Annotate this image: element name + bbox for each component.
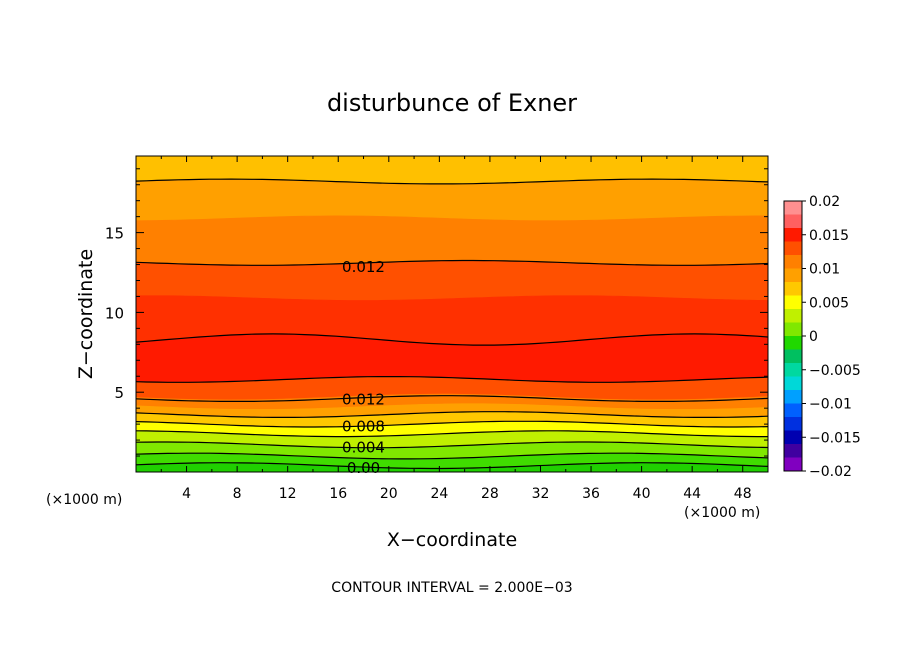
contour-interval-note: CONTOUR INTERVAL = 2.000E−03 bbox=[331, 580, 572, 596]
y-tick-label-0: 5 bbox=[114, 384, 124, 402]
colorbar-swatch-5 bbox=[784, 268, 802, 283]
colorbar-swatch-15 bbox=[784, 403, 802, 418]
contour-line-0 bbox=[136, 178, 768, 185]
y-tick-label-1: 10 bbox=[105, 304, 124, 322]
x-unit-label: (×1000 m) bbox=[684, 505, 760, 521]
plot-frame bbox=[135, 155, 769, 473]
colorbar-swatch-13 bbox=[784, 376, 802, 391]
contour-line-2 bbox=[136, 333, 768, 346]
colorbar-swatch-14 bbox=[784, 390, 802, 404]
y-unit-label: (×1000 m) bbox=[46, 492, 122, 508]
contour-label-3: 0.004 bbox=[342, 438, 385, 456]
colorbar-label-0: 0.02 bbox=[809, 194, 840, 210]
contour-label-1: 0.012 bbox=[342, 391, 385, 409]
colorbar-swatch-0 bbox=[784, 201, 802, 215]
x-tick-label-11: 48 bbox=[734, 486, 752, 502]
contour-band-1 bbox=[136, 178, 768, 221]
x-tick-label-4: 20 bbox=[380, 486, 398, 502]
colorbar-label-7: −0.015 bbox=[809, 430, 861, 446]
colorbar-swatch-19 bbox=[784, 457, 802, 472]
x-axis-label: X−coordinate bbox=[387, 529, 517, 551]
colorbar-swatch-4 bbox=[784, 255, 802, 269]
colorbar-swatch-9 bbox=[784, 322, 802, 337]
colorbar-swatch-1 bbox=[784, 214, 802, 229]
x-tick-label-9: 40 bbox=[633, 486, 651, 502]
contour-label-0: 0.012 bbox=[342, 258, 385, 276]
contour-line-3 bbox=[136, 376, 768, 383]
contour-band-3 bbox=[136, 260, 768, 301]
contour-line-4 bbox=[136, 395, 768, 402]
colorbar-label-6: −0.01 bbox=[809, 397, 852, 413]
colorbar-swatch-12 bbox=[784, 363, 802, 377]
x-tick-label-1: 8 bbox=[233, 486, 242, 502]
colorbar-swatch-3 bbox=[784, 241, 802, 256]
colorbar-swatch-8 bbox=[784, 309, 802, 323]
x-tick-label-6: 28 bbox=[481, 486, 499, 502]
contour-line-10 bbox=[136, 462, 768, 470]
contour-line-8 bbox=[136, 441, 768, 449]
contour-line-5 bbox=[136, 411, 768, 418]
contour-line-6 bbox=[136, 420, 768, 428]
colorbar-swatch-2 bbox=[784, 228, 802, 242]
x-tick-label-8: 36 bbox=[582, 486, 600, 502]
x-tick-label-7: 32 bbox=[532, 486, 550, 502]
colorbar-swatch-11 bbox=[784, 349, 802, 364]
colorbar-swatch-17 bbox=[784, 430, 802, 445]
colorbar-swatch-6 bbox=[784, 282, 802, 296]
colorbar-label-8: −0.02 bbox=[809, 464, 852, 480]
colorbar-label-2: 0.01 bbox=[809, 262, 840, 278]
colorbar-label-1: 0.015 bbox=[809, 228, 849, 244]
colorbar: 0.02 0.015 0.01 0.005 0 −0.005 −0.01 −0.015 −0.0… bbox=[783, 194, 861, 480]
colorbar-swatch-16 bbox=[784, 417, 802, 431]
colorbar-label-4: 0 bbox=[809, 329, 818, 345]
contour-line-7 bbox=[136, 430, 768, 438]
contour-line-1 bbox=[136, 259, 768, 266]
chart-title: disturbunce of Exner bbox=[327, 89, 577, 117]
x-tick-label-2: 12 bbox=[279, 486, 297, 502]
contour-line-9 bbox=[136, 452, 768, 460]
contour-label-4: 0.00 bbox=[347, 459, 380, 477]
x-tick-label-5: 24 bbox=[430, 486, 448, 502]
colorbar-label-3: 0.005 bbox=[809, 295, 849, 311]
y-axis-label: Z−coordinate bbox=[75, 249, 97, 379]
x-tick-label-10: 44 bbox=[683, 486, 701, 502]
contour-band-2 bbox=[136, 215, 768, 266]
x-tick-label-0: 4 bbox=[182, 486, 191, 502]
colorbar-label-5: −0.005 bbox=[809, 363, 861, 379]
colorbar-swatch-18 bbox=[784, 444, 802, 458]
colorbar-swatch-7 bbox=[784, 295, 802, 310]
colorbar-swatch-10 bbox=[784, 336, 802, 350]
contour-label-2: 0.008 bbox=[342, 418, 385, 436]
x-tick-label-3: 16 bbox=[329, 486, 347, 502]
y-tick-label-2: 15 bbox=[105, 225, 124, 243]
